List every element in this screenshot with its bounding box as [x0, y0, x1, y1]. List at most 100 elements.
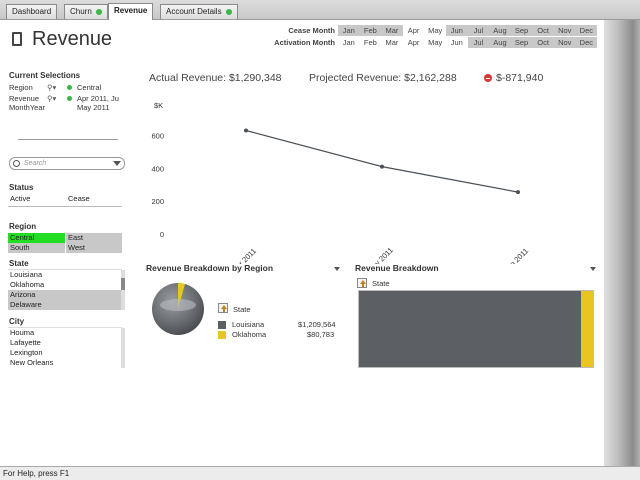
state-listbox: Louisiana Oklahoma Arizona Delaware [8, 269, 122, 310]
magnifier-icon[interactable]: ⚲▾ [47, 94, 57, 103]
state-heading: State [9, 259, 29, 268]
city-item[interactable]: Lexington [10, 348, 43, 357]
activation-month-aug[interactable]: Aug [489, 37, 511, 48]
green-dot-icon [225, 8, 232, 15]
region-dimension-label: State [233, 305, 251, 314]
activation-month-nov[interactable]: Nov [553, 37, 576, 48]
activation-month-oct[interactable]: Oct [532, 37, 554, 48]
activation-month-dec[interactable]: Dec [575, 37, 598, 48]
selection-value: Central [77, 83, 102, 92]
divider [8, 206, 122, 207]
state-item-louisiana[interactable]: Louisiana [10, 270, 43, 279]
tab-label: Account Details [166, 7, 222, 16]
revenue-delta-value: $-871,940 [496, 72, 544, 84]
status-text: For Help, press F1 [3, 469, 70, 478]
legend-swatch-louisiana [218, 321, 226, 329]
region-pie [152, 283, 204, 335]
region-item-south[interactable]: South [8, 243, 65, 253]
drill-up-icon[interactable] [218, 303, 228, 313]
actual-revenue-kpi: Actual Revenue: $1,290,348 [149, 72, 282, 84]
region-item-central[interactable]: Central [8, 233, 65, 243]
cease-month-jun[interactable]: Jun [445, 25, 468, 36]
x-tick-label: Jun 2011 [502, 246, 530, 264]
cease-month-nov[interactable]: Nov [553, 25, 576, 36]
tab-churn[interactable]: Churn [64, 4, 108, 19]
state-item-oklahoma[interactable]: Oklahoma [10, 280, 45, 289]
revenue-series-line [245, 129, 519, 193]
pie-highlight [160, 299, 196, 311]
cease-month-dec[interactable]: Dec [575, 25, 598, 36]
cease-month-jan[interactable]: Jan [338, 25, 360, 36]
activation-month-feb[interactable]: Feb [359, 37, 382, 48]
city-item[interactable]: Houma [10, 328, 35, 337]
y-tick-label: 400 [151, 164, 164, 173]
drill-up-icon[interactable] [357, 278, 367, 288]
activation-month-label: Activation Month [274, 38, 335, 47]
region-item-east[interactable]: East [66, 233, 122, 243]
chevron-down-icon[interactable] [334, 267, 340, 271]
treemap-cell-oklahoma[interactable] [581, 291, 593, 367]
selection-indicator-icon [67, 85, 72, 90]
y-axis-label: $K [154, 101, 163, 110]
selection-field: MonthYear [9, 103, 45, 112]
magnifier-icon[interactable]: ⚲▾ [47, 83, 57, 92]
city-item[interactable]: New Orleans [10, 358, 54, 367]
region-item-west[interactable]: West [66, 243, 122, 253]
breakdown-region-title: Revenue Breakdown by Region [146, 263, 274, 273]
cease-month-apr[interactable]: Apr [402, 25, 425, 36]
y-tick-label: 200 [151, 197, 164, 206]
city-item[interactable]: Lafayette [10, 338, 41, 347]
selection-indicator-icon [67, 96, 72, 101]
city-scrollbar[interactable] [121, 328, 125, 368]
selection-field: Revenue [9, 94, 40, 103]
minus-circle-icon [484, 74, 492, 83]
projected-revenue-kpi: Projected Revenue: $2,162,288 [309, 72, 457, 84]
cease-month-aug[interactable]: Aug [489, 25, 511, 36]
legend-value: $1,209,564 [298, 320, 336, 329]
state-item-delaware[interactable]: Delaware [8, 300, 122, 310]
activation-month-jan[interactable]: Jan [338, 37, 360, 48]
breakdown-dimension-label: State [372, 279, 390, 288]
tab-dashboard[interactable]: Dashboard [6, 4, 58, 19]
legend-swatch-oklahoma [218, 331, 226, 339]
chevron-down-icon[interactable] [113, 161, 121, 166]
city-heading: City [9, 317, 25, 326]
activation-month-jun[interactable]: Jun [445, 37, 468, 48]
cease-month-jul[interactable]: Jul [467, 25, 490, 36]
activation-month-mar[interactable]: Mar [381, 37, 403, 48]
state-item-arizona[interactable]: Arizona [8, 290, 122, 300]
city-listbox: Houma Lafayette Lexington New Orleans [8, 327, 122, 368]
sheet-tab-bar: Dashboard Churn Revenue Account Details [0, 0, 640, 20]
tab-label: Churn [70, 7, 92, 16]
breakdown-title: Revenue Breakdown [355, 263, 439, 273]
status-heading: Status [9, 183, 34, 192]
tab-revenue[interactable]: Revenue [108, 3, 154, 20]
treemap-cell-louisiana[interactable] [359, 291, 581, 367]
green-dot-icon [95, 8, 102, 15]
tab-label: Revenue [114, 6, 148, 15]
status-item-active[interactable]: Active [10, 194, 31, 203]
revenue-line-chart: $K 0 200 400 600 Apr 2011 May 2011 Jun 2011 [151, 101, 530, 264]
selection-value: Apr 2011, Ju [77, 94, 119, 103]
cease-month-mar[interactable]: Mar [381, 25, 403, 36]
selection-value: May 2011 [77, 103, 110, 112]
cease-month-sep[interactable]: Sep [510, 25, 533, 36]
activation-month-apr[interactable]: Apr [402, 37, 425, 48]
activation-month-sep[interactable]: Sep [510, 37, 533, 48]
activation-month-may[interactable]: May [424, 37, 446, 48]
cease-month-feb[interactable]: Feb [359, 25, 382, 36]
status-item-cease[interactable]: Cease [68, 194, 90, 203]
data-point [380, 164, 384, 169]
legend-label: Louisiana [232, 320, 265, 329]
activation-month-jul[interactable]: Jul [467, 37, 490, 48]
scroll-thumb[interactable] [121, 278, 125, 290]
search-input[interactable]: Search [9, 157, 125, 170]
cease-month-oct[interactable]: Oct [532, 25, 554, 36]
cease-month-may[interactable]: May [424, 25, 446, 36]
search-placeholder: Search [24, 160, 47, 167]
selections-scrollbar[interactable] [18, 139, 118, 140]
x-tick-label: Apr 2011 [230, 246, 257, 264]
tab-account-details[interactable]: Account Details [160, 4, 238, 19]
state-scrollbar[interactable] [121, 270, 125, 310]
chevron-down-icon[interactable] [590, 267, 596, 271]
